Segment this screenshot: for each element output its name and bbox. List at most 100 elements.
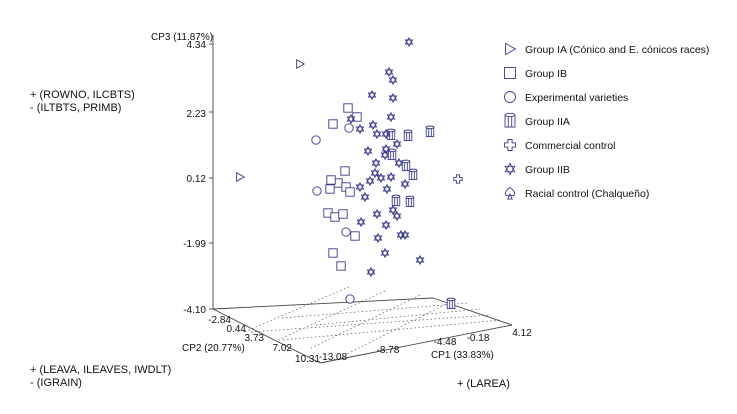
legend-label: Group IIB — [525, 164, 570, 176]
cp2-negative-loadings: - (IGRAIN) — [30, 377, 82, 389]
marker-square — [330, 212, 340, 222]
legend-label: Group IIA — [525, 116, 570, 128]
marker-cylinder — [401, 159, 411, 172]
marker-cylinder — [405, 195, 415, 208]
marker-star — [346, 113, 356, 125]
marker-star — [360, 191, 370, 203]
cp1-tick-label: 4.12 — [512, 328, 532, 339]
cp1-tick-label: -8.78 — [377, 345, 400, 356]
marker-star — [380, 247, 390, 259]
cp3-tick-label: 4.34 — [187, 40, 207, 51]
legend-label: Group IA (Cónico and E. cónicos races) — [525, 44, 709, 56]
cp1-positive-loadings: + (LAREA) — [457, 378, 510, 390]
legend-label: Group IB — [525, 68, 567, 80]
cp3-axis-title: CP3 (11.87%) — [151, 32, 213, 43]
marker-star — [386, 111, 396, 123]
marker-circle — [311, 135, 321, 145]
marker-star — [392, 138, 402, 150]
marker-star — [388, 74, 398, 86]
marker-star — [372, 208, 382, 220]
cp3-tick-label: -4.10 — [183, 305, 206, 316]
marker-square — [345, 187, 355, 197]
cp3-ticks — [209, 43, 213, 310]
cp2-axis-line — [212, 308, 321, 364]
cp2-tick-labels: -2.84 0.44 3.73 7.02 10.31 — [208, 315, 320, 365]
marker-square — [338, 209, 348, 219]
marker-star — [376, 172, 386, 184]
legend: Group IA (Cónico and E. cónicos races) Gr… — [504, 42, 709, 200]
marker-star — [384, 66, 394, 78]
legend-icon-cylinder — [504, 112, 516, 128]
marker-triangle-right — [296, 59, 306, 69]
marker-square — [343, 103, 353, 113]
marker-cylinder — [387, 148, 397, 161]
marker-star — [392, 210, 402, 222]
legend-icon-triangle-right — [505, 42, 517, 56]
cp1-axis-title: CP1 (33.83%) — [431, 350, 494, 361]
marker-star — [388, 92, 398, 104]
cp2-tick-label: -2.84 — [208, 315, 231, 326]
cp3-tick-label: -1.99 — [183, 239, 206, 250]
marker-star — [382, 183, 392, 195]
marker-star — [365, 175, 375, 187]
marker-star — [367, 89, 377, 101]
data-markers — [236, 36, 463, 310]
marker-star — [373, 232, 383, 244]
marker-square — [325, 184, 335, 194]
marker-star — [396, 229, 406, 241]
cp2-tick-label: 3.73 — [245, 333, 265, 344]
marker-star — [394, 157, 404, 169]
marker-square — [326, 175, 336, 185]
cp2-tick-label: 10.31 — [295, 354, 320, 365]
marker-star — [363, 145, 373, 157]
cp3-tick-labels: 4.34 2.23 0.12 -1.99 -4.10 — [183, 40, 206, 316]
marker-cylinder — [425, 125, 435, 138]
legend-icon-circle — [504, 91, 516, 103]
legend-icon-cross — [504, 139, 516, 151]
marker-star — [371, 157, 381, 169]
cp1-axis-line — [319, 324, 513, 364]
marker-cylinder — [446, 297, 456, 310]
marker-circle — [341, 227, 351, 237]
marker-star — [370, 167, 380, 179]
marker-square — [350, 231, 360, 241]
marker-star — [380, 149, 390, 161]
floor-right-edge — [432, 297, 513, 326]
marker-star — [372, 128, 382, 140]
marker-circle — [312, 186, 322, 196]
legend-label: Commercial control — [525, 140, 615, 152]
marker-star — [400, 229, 410, 241]
cp2-axis-title: CP2 (20.77%) — [182, 343, 245, 354]
legend-label: Racial control (Chalqueño) — [525, 188, 649, 200]
marker-square — [336, 261, 346, 271]
cp2-tick-label: 7.02 — [273, 343, 293, 354]
marker-star — [356, 216, 366, 228]
legend-icon-square — [504, 67, 516, 79]
marker-star — [355, 123, 365, 135]
cp1-tick-label: -0.18 — [467, 333, 490, 344]
marker-cross — [453, 174, 463, 184]
legend-icon-spade — [505, 186, 515, 200]
cp2-tick-label: 0.44 — [227, 324, 247, 335]
marker-square — [340, 166, 350, 176]
marker-star — [415, 254, 425, 266]
legend-icon-star — [504, 162, 516, 176]
legend-label: Experimental varieties — [525, 92, 628, 104]
marker-star — [381, 128, 391, 140]
cp3-positive-loadings: + (ROWNO, ILCBTS) — [30, 89, 135, 101]
cp1-tick-label: -13.08 — [319, 352, 348, 363]
cp2-positive-loadings: + (LEAVA, ILEAVES, IWDLT) — [30, 364, 172, 376]
marker-square — [328, 248, 338, 258]
marker-star — [404, 36, 414, 48]
marker-triangle-right — [236, 172, 246, 182]
cp1-tick-label: -4.48 — [434, 337, 457, 348]
marker-star — [368, 119, 378, 131]
marker-star — [366, 266, 376, 278]
marker-star — [386, 171, 396, 183]
marker-star — [381, 219, 391, 231]
cp3-tick-label: 0.12 — [187, 174, 207, 185]
marker-circle — [345, 294, 355, 304]
marker-circle — [344, 123, 354, 133]
marker-cylinder — [391, 194, 401, 207]
